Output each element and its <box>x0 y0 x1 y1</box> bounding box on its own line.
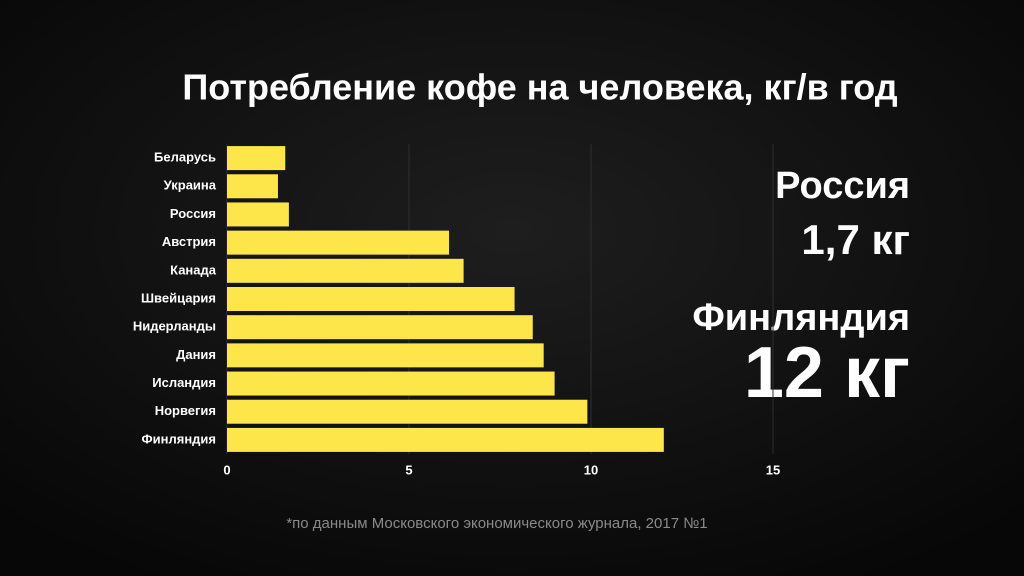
bar <box>227 230 450 255</box>
annotation: Финляндия <box>692 297 910 339</box>
bar <box>227 174 278 199</box>
y-tick-label: Австрия <box>162 234 216 249</box>
y-tick-label: Канада <box>170 262 217 277</box>
annotation: 1,7 кг <box>801 216 910 263</box>
y-tick-label: Нидерланды <box>133 319 216 334</box>
x-tick-label: 15 <box>766 462 780 477</box>
y-tick-label: Исландия <box>152 375 216 390</box>
chart-title: Потребление кофе на человека, кг/в год <box>182 67 897 108</box>
y-tick-label: Швейцария <box>141 290 216 305</box>
bar <box>227 315 533 340</box>
y-tick-label: Россия <box>170 206 216 221</box>
bar <box>227 258 464 283</box>
y-tick-label: Норвегия <box>155 403 216 418</box>
bar <box>227 202 289 227</box>
bar <box>227 399 588 424</box>
y-tick-label: Беларусь <box>154 150 216 165</box>
x-tick-label: 10 <box>584 462 598 477</box>
x-tick-label: 0 <box>223 462 230 477</box>
annotation: Россия <box>775 165 910 207</box>
bar <box>227 287 515 311</box>
annotation: 12 кг <box>744 333 910 413</box>
y-tick-label: Украина <box>164 178 217 193</box>
y-tick-label: Дания <box>176 347 216 362</box>
footnote: *по данным Московского экономического жу… <box>286 515 707 532</box>
bar <box>227 371 555 396</box>
bar <box>227 343 544 368</box>
bar <box>227 146 286 171</box>
bar <box>227 427 664 452</box>
x-tick-label: 5 <box>405 462 412 477</box>
y-tick-label: Финляндия <box>142 431 216 446</box>
